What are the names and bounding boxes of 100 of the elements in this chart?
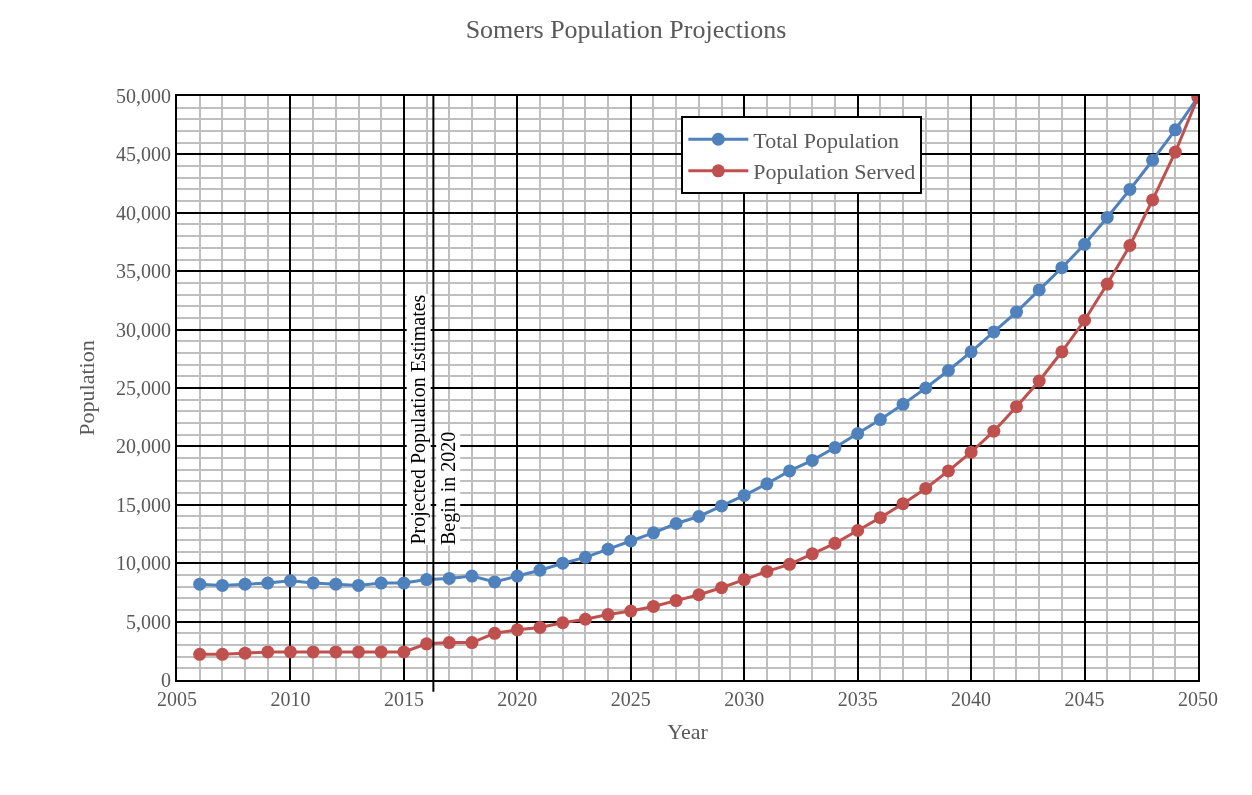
x-tick-label: 2015 (383, 688, 424, 710)
point (352, 578, 366, 592)
x-axis-title: Year (667, 719, 709, 745)
point (215, 647, 229, 661)
point (624, 534, 638, 548)
point (261, 576, 275, 590)
y-tick-label: 5,000 (126, 610, 171, 633)
y-tick-label: 45,000 (116, 143, 171, 166)
y-tick-label: 0 (161, 669, 171, 691)
point (283, 574, 297, 588)
point (828, 536, 842, 550)
point (465, 569, 479, 583)
point (374, 576, 388, 590)
x-tick-label: 2030 (724, 688, 765, 710)
point (760, 564, 774, 578)
x-tick-label: 2045 (1064, 688, 1105, 710)
point (851, 427, 865, 441)
point (1055, 345, 1069, 359)
point (987, 325, 1001, 339)
y-tick-label: 50,000 (116, 85, 171, 107)
point (873, 413, 887, 427)
point (1100, 277, 1114, 291)
x-tick-label: 2005 (157, 688, 197, 710)
point (193, 647, 207, 661)
point (533, 620, 547, 634)
point (1100, 210, 1114, 224)
point (465, 636, 479, 650)
point (193, 577, 207, 591)
point (261, 645, 275, 659)
legend-label: Total Population (753, 127, 900, 153)
x-tick-label: 2010 (270, 688, 311, 710)
point (238, 646, 252, 660)
point (306, 576, 320, 590)
point (987, 424, 1001, 438)
point (556, 556, 570, 570)
point (851, 524, 865, 537)
point (578, 612, 592, 626)
point (760, 477, 774, 491)
point (488, 575, 502, 589)
point (442, 571, 456, 585)
y-tick-label: 40,000 (116, 201, 171, 224)
point (1168, 123, 1182, 137)
point (306, 645, 320, 659)
point (397, 576, 411, 590)
point (692, 588, 706, 602)
point (919, 481, 933, 495)
point (1168, 145, 1182, 159)
point (352, 645, 366, 659)
point (1123, 182, 1137, 196)
point (397, 645, 411, 659)
point (329, 577, 343, 591)
y-axis-title: Population (74, 340, 100, 436)
y-tick-label: 35,000 (116, 260, 171, 283)
point (964, 445, 978, 459)
y-tick-label: 15,000 (116, 493, 171, 516)
point (1146, 193, 1160, 207)
point (1078, 313, 1092, 327)
point (1032, 283, 1046, 297)
point (669, 594, 683, 608)
point (941, 464, 955, 478)
point (533, 563, 547, 577)
point (488, 626, 502, 640)
point (896, 497, 910, 511)
y-tick-label: 10,000 (116, 552, 171, 575)
point (510, 623, 524, 637)
point (624, 604, 638, 618)
legend-label: Population Served (753, 159, 916, 185)
y-tick-label: 25,000 (116, 377, 171, 399)
point (873, 511, 887, 525)
point (578, 550, 592, 564)
ref-line-label: Projected Population Estimates Begin in 2020 (407, 294, 460, 546)
y-tick-label: 20,000 (116, 435, 171, 458)
chart-title: Somers Population Projections (465, 15, 787, 45)
point (238, 577, 252, 591)
point (646, 599, 660, 613)
point (737, 573, 751, 587)
point (601, 608, 615, 622)
point (896, 397, 910, 411)
point (1146, 153, 1160, 167)
x-tick-label: 2025 (610, 688, 651, 710)
point (1055, 261, 1069, 275)
point (964, 345, 978, 359)
point (1123, 239, 1137, 252)
point (374, 645, 388, 659)
point (715, 581, 729, 595)
point (215, 578, 229, 592)
point (1010, 305, 1023, 319)
point (919, 381, 933, 395)
point (1010, 400, 1023, 414)
point (420, 637, 434, 651)
point (329, 645, 343, 659)
y-tick-label: 30,000 (116, 318, 171, 341)
x-tick-label: 2050 (1178, 688, 1218, 710)
point (442, 636, 456, 650)
point (556, 616, 570, 630)
point (1032, 374, 1046, 388)
point (669, 516, 683, 530)
x-tick-label: 2020 (497, 688, 538, 710)
point (715, 499, 729, 513)
point (692, 509, 706, 523)
